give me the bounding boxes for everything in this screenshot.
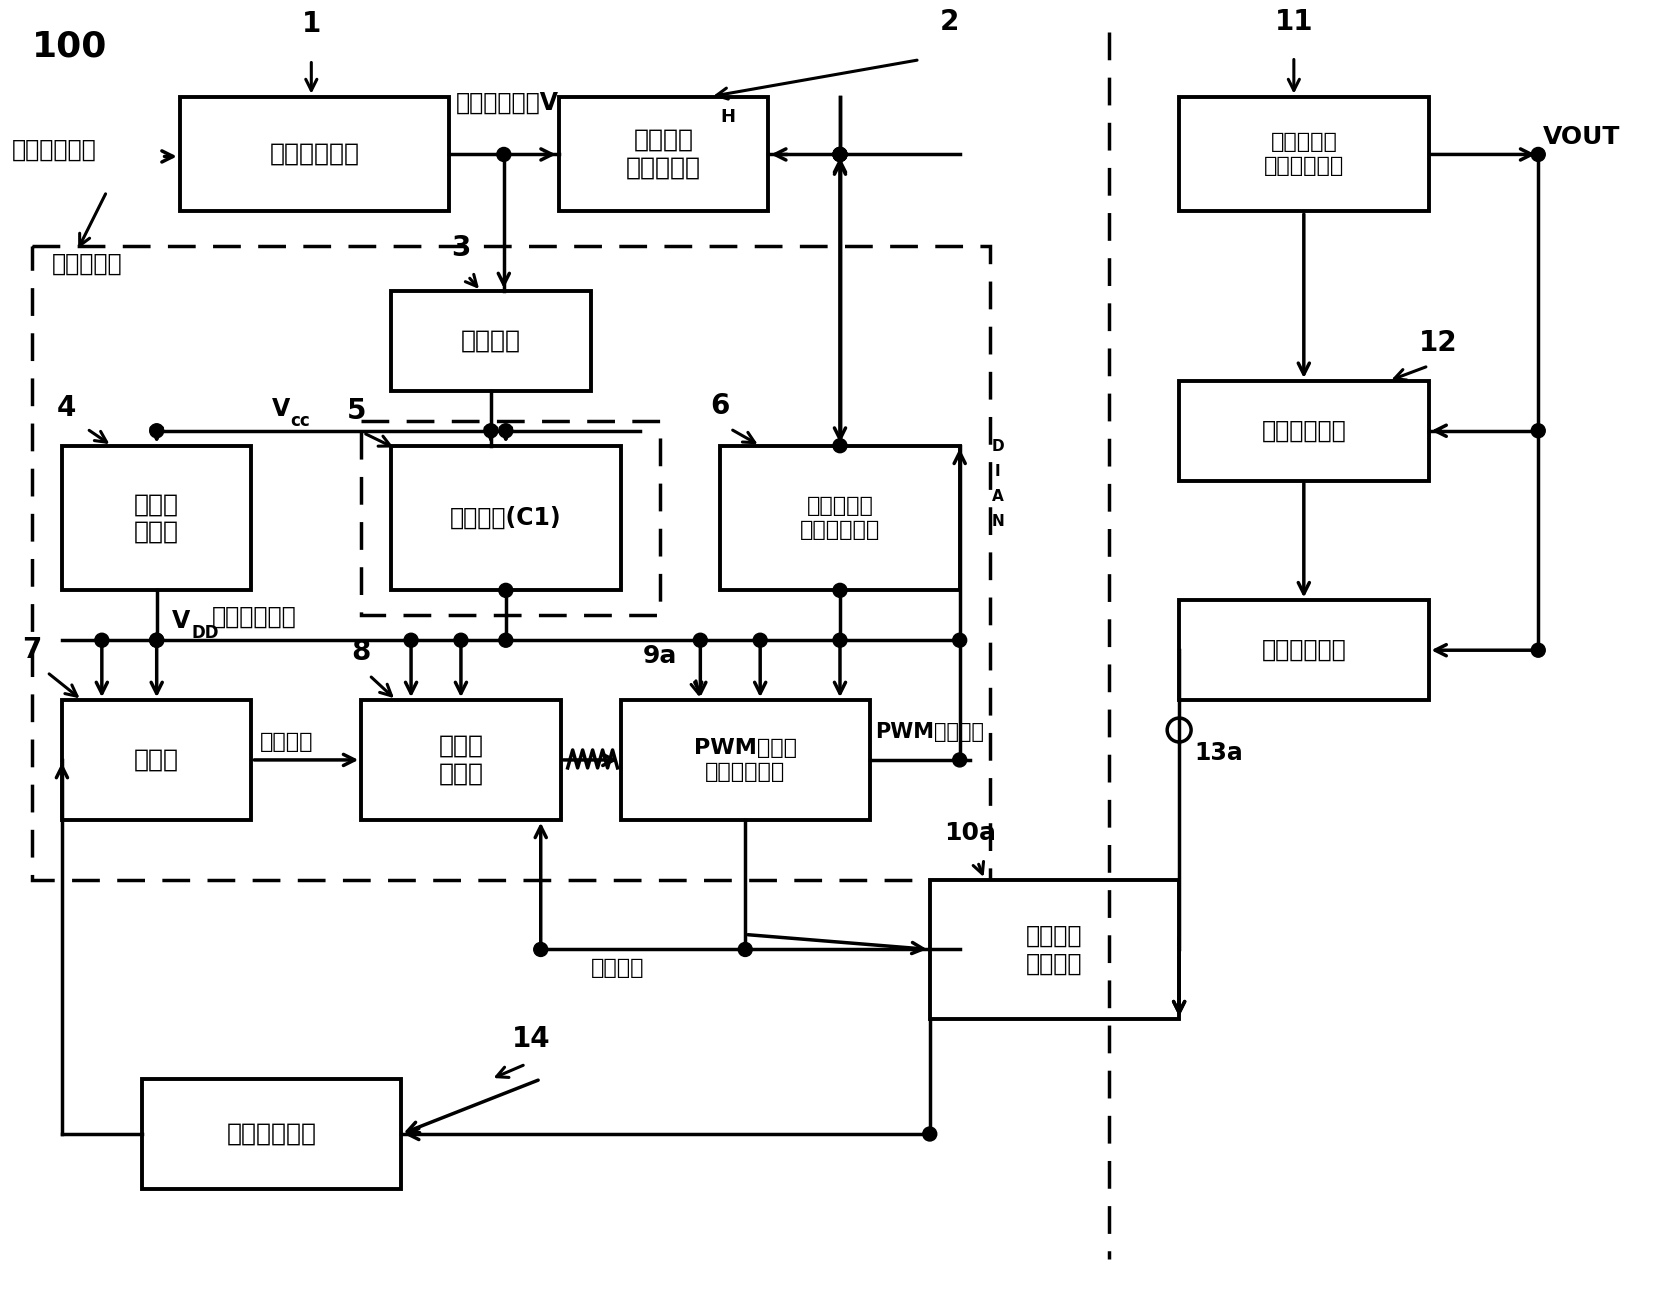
Text: PWM控制信号: PWM控制信号 [875, 722, 985, 742]
Circle shape [1530, 147, 1545, 161]
Bar [1178, 97, 1429, 212]
Text: 整流滤波电路: 整流滤波电路 [269, 142, 359, 166]
Text: V: V [272, 397, 290, 421]
Text: V: V [172, 609, 190, 633]
Text: 5: 5 [347, 397, 366, 424]
Text: 误差信号: 误差信号 [591, 958, 644, 978]
Bar [361, 700, 561, 819]
Circle shape [833, 439, 846, 453]
Text: 8: 8 [352, 639, 371, 666]
Bar [32, 246, 990, 880]
Text: 14: 14 [511, 1026, 551, 1053]
Circle shape [923, 1127, 936, 1140]
Circle shape [833, 147, 846, 161]
Circle shape [499, 424, 512, 437]
Text: 控制电路电源: 控制电路电源 [212, 604, 297, 628]
Text: N: N [991, 513, 1005, 529]
Text: 交流市电输入: 交流市电输入 [12, 138, 97, 161]
Text: 辅助线圈及
输出整流电路: 辅助线圈及 输出整流电路 [799, 497, 880, 539]
Text: 4: 4 [57, 393, 77, 422]
Bar [559, 97, 768, 212]
Text: 7: 7 [22, 636, 42, 664]
Circle shape [693, 633, 708, 648]
Circle shape [150, 424, 164, 437]
Text: 光耦隔离
传输电路: 光耦隔离 传输电路 [1026, 924, 1083, 975]
Circle shape [753, 633, 768, 648]
Circle shape [738, 943, 753, 956]
Circle shape [404, 633, 417, 648]
Text: 初级线圈
和开关电路: 初级线圈 和开关电路 [626, 128, 701, 179]
Text: cc: cc [290, 412, 310, 430]
Bar [62, 446, 252, 591]
Bar [721, 446, 960, 591]
Text: 误差取样电路: 误差取样电路 [1262, 419, 1347, 442]
Circle shape [150, 633, 164, 648]
Text: 13a: 13a [1193, 740, 1243, 765]
Text: 次级线圈及
整流滤波电路: 次级线圈及 整流滤波电路 [1263, 133, 1344, 175]
Bar [621, 700, 870, 819]
Circle shape [1530, 424, 1545, 437]
Text: 9a: 9a [643, 644, 678, 668]
Circle shape [833, 583, 846, 597]
Text: 误差放大电路: 误差放大电路 [1262, 639, 1347, 662]
Text: 11: 11 [1275, 8, 1314, 36]
Text: 频率控制: 频率控制 [259, 731, 314, 752]
Bar [361, 421, 661, 615]
Text: 充电电路: 充电电路 [461, 329, 521, 353]
Bar [1178, 381, 1429, 481]
Text: 12: 12 [1419, 329, 1457, 357]
Circle shape [150, 633, 164, 648]
Circle shape [454, 633, 467, 648]
Text: 2: 2 [940, 8, 960, 36]
Text: PWM信号控
制和驱动电路: PWM信号控 制和驱动电路 [694, 738, 796, 782]
Text: 1: 1 [302, 10, 320, 37]
Text: 电源控制器: 电源控制器 [52, 252, 122, 276]
Text: I: I [995, 463, 1000, 479]
Text: 振荡器: 振荡器 [134, 748, 179, 771]
Text: 6: 6 [711, 392, 729, 419]
Circle shape [499, 583, 512, 597]
Text: VOUT: VOUT [1544, 125, 1621, 150]
Text: 锯齿波
发生器: 锯齿波 发生器 [439, 734, 484, 786]
Text: D: D [991, 439, 1005, 454]
Circle shape [833, 633, 846, 648]
Circle shape [833, 147, 846, 161]
Text: A: A [991, 489, 1003, 503]
Text: 100: 100 [32, 30, 107, 63]
Bar [930, 880, 1178, 1019]
Text: 电源电容(C1): 电源电容(C1) [451, 506, 562, 530]
Bar [62, 700, 252, 819]
Text: 直流高压电平V: 直流高压电平V [456, 90, 559, 115]
Bar [391, 292, 591, 391]
Text: 强制启动电路: 强制启动电路 [227, 1122, 317, 1146]
Circle shape [953, 753, 966, 768]
Text: DD: DD [192, 624, 219, 642]
Bar [180, 97, 449, 212]
Text: 3: 3 [451, 235, 471, 262]
Bar [391, 446, 621, 591]
Circle shape [484, 424, 497, 437]
Text: 低压保
护电路: 低压保 护电路 [134, 493, 179, 544]
Text: 10a: 10a [943, 820, 996, 845]
Circle shape [499, 633, 512, 648]
Text: H: H [721, 107, 736, 125]
Circle shape [95, 633, 108, 648]
Circle shape [1530, 644, 1545, 657]
Bar [1178, 600, 1429, 700]
Circle shape [833, 147, 846, 161]
Bar [142, 1080, 401, 1189]
Circle shape [497, 147, 511, 161]
Circle shape [953, 633, 966, 648]
Circle shape [534, 943, 547, 956]
